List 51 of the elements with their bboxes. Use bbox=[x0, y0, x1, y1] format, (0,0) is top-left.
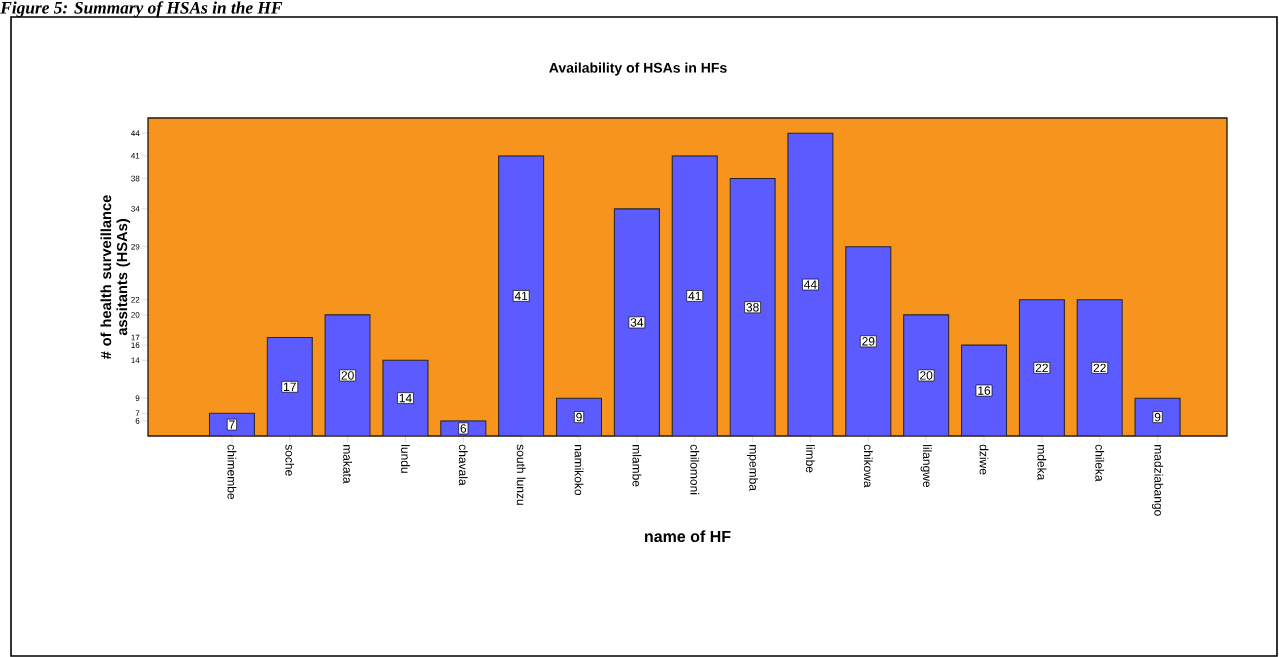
y-tick-label: 34 bbox=[131, 206, 140, 212]
y-tick-label: 20 bbox=[131, 312, 140, 318]
x-tick-label: chavala bbox=[458, 444, 468, 486]
y-tick-label: 29 bbox=[131, 243, 140, 250]
x-tick-label: makata bbox=[343, 445, 353, 484]
y-tick-label: 38 bbox=[131, 175, 140, 182]
y-tick-label: 6 bbox=[135, 418, 140, 424]
y-tick-label: 22 bbox=[131, 296, 140, 303]
y-tick-label: 7 bbox=[135, 410, 140, 417]
data-label: 20 bbox=[920, 371, 933, 380]
x-tick-label: soche bbox=[285, 444, 295, 476]
data-label: 16 bbox=[978, 386, 991, 395]
data-label: 9 bbox=[576, 412, 582, 422]
x-tick-label: madziabango bbox=[1151, 445, 1164, 516]
data-label: 6 bbox=[460, 424, 467, 433]
x-tick-label: south lunzu bbox=[516, 444, 526, 505]
x-axis-title: name of HF bbox=[644, 530, 731, 543]
x-tick-label: chileka bbox=[1095, 444, 1105, 482]
y-tick-label: 44 bbox=[131, 130, 140, 136]
x-tick-label: limbe bbox=[806, 445, 815, 473]
y-tick-label: 9 bbox=[135, 395, 140, 401]
data-label: 20 bbox=[341, 371, 354, 380]
y-tick-label: 41 bbox=[131, 153, 140, 159]
y-tick-label: 16 bbox=[131, 342, 140, 348]
x-tick-label: chikowa bbox=[863, 444, 873, 488]
data-label: 22 bbox=[1093, 363, 1106, 373]
chart-title: Availability of HSAs in HFs bbox=[549, 62, 727, 76]
x-tick-label: dziwe bbox=[979, 444, 989, 475]
y-axis-title: # of health surveillance assitants (HSAs) bbox=[100, 195, 131, 360]
x-tick-label: chilomoni bbox=[690, 444, 700, 495]
x-tick-label: lundu bbox=[401, 445, 410, 473]
x-tick-label: mpemba bbox=[747, 445, 759, 491]
data-label: 44 bbox=[804, 280, 817, 289]
data-label: 7 bbox=[229, 420, 235, 429]
data-label: 29 bbox=[862, 337, 875, 346]
y-tick-label: 14 bbox=[131, 357, 140, 364]
x-tick-label: namikoko bbox=[574, 445, 584, 496]
data-label: 17 bbox=[284, 382, 296, 391]
data-label: 41 bbox=[688, 291, 701, 301]
y-tick-label: 17 bbox=[131, 334, 140, 341]
x-tick-label: chimembe bbox=[227, 444, 237, 500]
caption: Figure 5: Summary of HSAs in the HF bbox=[0, 1, 283, 18]
data-label: 41 bbox=[514, 291, 528, 301]
data-label: 9 bbox=[1154, 412, 1161, 422]
data-label: 14 bbox=[399, 394, 412, 403]
data-label: 34 bbox=[630, 318, 644, 327]
data-label: 38 bbox=[746, 303, 759, 312]
x-tick-label: mdeka bbox=[1037, 445, 1047, 481]
x-tick-label: lilangwe bbox=[920, 445, 932, 488]
data-label: 22 bbox=[1035, 363, 1048, 373]
x-tick-label: mlambe bbox=[632, 445, 642, 487]
